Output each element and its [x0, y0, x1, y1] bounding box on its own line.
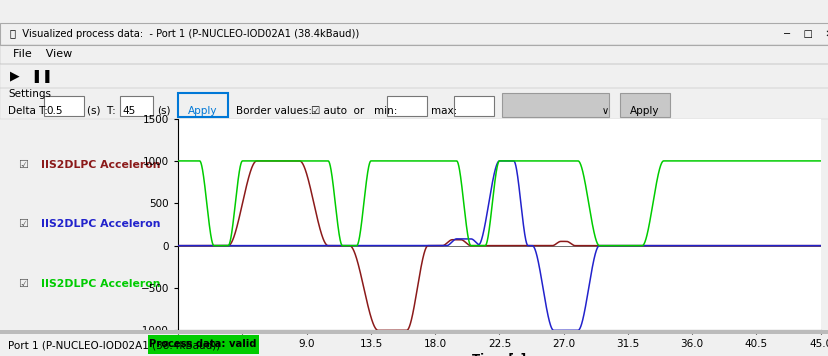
Text: IIS2DLPC Acceleron: IIS2DLPC Acceleron — [41, 279, 161, 289]
Text: ☑: ☑ — [18, 219, 28, 230]
FancyBboxPatch shape — [501, 93, 609, 117]
Text: 0.5: 0.5 — [46, 106, 63, 116]
Text: Port 1 (P-NUCLEO-IOD02A1 (38.4kBaud)): Port 1 (P-NUCLEO-IOD02A1 (38.4kBaud)) — [8, 340, 220, 350]
Text: 🗔  Visualized process data:  - Port 1 (P-NUCLEO-IOD02A1 (38.4kBaud)): 🗔 Visualized process data: - Port 1 (P-N… — [10, 29, 359, 39]
Text: File    View: File View — [13, 49, 72, 59]
FancyBboxPatch shape — [454, 96, 493, 116]
Bar — [0, 330, 828, 334]
Text: (s): (s) — [157, 106, 171, 116]
FancyBboxPatch shape — [178, 93, 228, 117]
Text: ∨: ∨ — [601, 106, 608, 116]
FancyBboxPatch shape — [619, 93, 669, 117]
X-axis label: Time [s]: Time [s] — [472, 352, 526, 356]
Text: Process data: valid: Process data: valid — [149, 340, 257, 350]
Text: Apply: Apply — [188, 106, 218, 116]
Text: Settings: Settings — [8, 89, 51, 99]
Text: ☑: ☑ — [18, 279, 28, 289]
Text: IIS2DLPC Acceleron: IIS2DLPC Acceleron — [41, 219, 161, 230]
Text: IIS2DLPC Acceleron: IIS2DLPC Acceleron — [41, 160, 161, 170]
Text: Apply: Apply — [629, 106, 659, 116]
FancyBboxPatch shape — [147, 335, 259, 354]
Text: ☑ auto  or   min:: ☑ auto or min: — [310, 106, 397, 116]
FancyBboxPatch shape — [44, 96, 84, 116]
FancyBboxPatch shape — [387, 96, 426, 116]
Text: ☑: ☑ — [18, 160, 28, 170]
Text: −    □    ✕: − □ ✕ — [782, 29, 828, 39]
Text: (s)  T:: (s) T: — [87, 106, 116, 116]
Text: Border values:: Border values: — [236, 106, 312, 116]
Text: 45: 45 — [123, 106, 136, 116]
Text: max:: max: — [431, 106, 457, 116]
FancyBboxPatch shape — [120, 96, 153, 116]
Text: Delta T:: Delta T: — [8, 106, 48, 116]
Text: ▶   ❚❚: ▶ ❚❚ — [10, 70, 52, 83]
